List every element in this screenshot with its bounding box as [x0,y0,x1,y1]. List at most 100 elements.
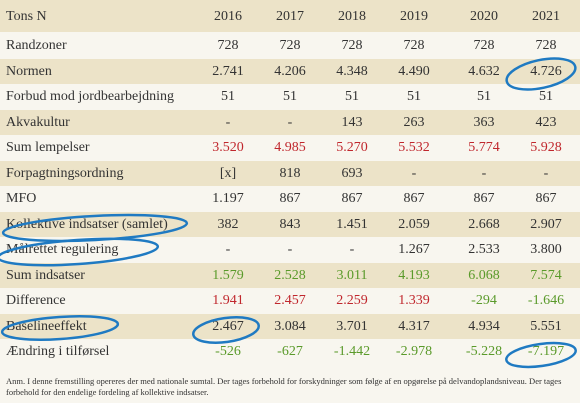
table-cell: 1.579 [212,267,244,283]
row-label: Kollektive indsatser (samlet) [6,216,168,232]
table-cell: 51 [477,89,491,104]
table-cell: 867 [473,191,495,206]
year-header: 2019 [400,9,428,24]
table-cell: -1.442 [333,344,371,359]
table-cell: -1.646 [527,293,565,308]
table-cell: - [349,242,355,257]
row-label: Forpagtningsordning [6,165,124,181]
unit-header: Tons N [6,9,47,24]
table-cell: 7.574 [530,267,562,283]
table-cell: 1.267 [398,242,430,257]
table-cell: 2.741 [212,63,244,79]
table-cell: - [411,165,417,181]
table-cell: 263 [403,114,425,130]
table-row [0,288,580,313]
table-cell: 4.490 [398,63,430,79]
table-cell: 3.701 [336,318,368,334]
table-cell: 3.011 [336,267,368,283]
table-cell: 3.520 [212,140,244,155]
table-cell: 4.348 [336,63,368,79]
table-cell: 4.726 [530,63,562,79]
table-cell: 5.270 [336,140,368,155]
table-cell: 843 [279,216,301,232]
table-cell: 423 [535,114,557,130]
table-cell: 4.206 [274,63,306,79]
row-label: Ændring i tilførsel [6,344,110,359]
table-cell: 1.451 [336,216,368,232]
table-cell: -7.197 [527,344,565,359]
row-label: Difference [6,293,66,308]
table-cell: 3.084 [274,318,306,334]
table-cell: - [287,242,293,257]
table-row [0,58,580,84]
table-cell: 382 [217,216,239,232]
table-row [0,33,580,58]
table-cell: - [481,165,487,181]
table-cell: 2.467 [212,318,244,334]
table-cell: 51 [283,89,297,104]
table-cell: - [225,242,231,257]
table-cell: 4.193 [398,267,430,283]
row-label: MFO [6,191,37,206]
table-cell: 5.551 [530,318,562,334]
table-cell: 2.668 [468,216,500,232]
table-cell: 1.941 [212,293,244,308]
table-cell: - [225,114,231,130]
table-cell: 728 [217,38,239,53]
year-header: 2017 [276,9,304,24]
table-row [0,135,580,160]
row-label: Sum lempelser [6,140,90,155]
table-cell: 728 [403,38,425,53]
row-label: Sum indsatser [6,267,85,283]
table-cell: - [287,114,293,130]
table-cell: 6.068 [468,267,500,283]
table-cell: -5.228 [465,344,503,359]
table-cell: 363 [473,114,495,130]
table-cell: 728 [341,38,363,53]
table-cell: 51 [539,89,553,104]
row-label: Akvakultur [6,114,70,130]
table-cell: 728 [535,38,557,53]
table-cell: -294 [471,293,497,308]
year-header: 2016 [214,9,242,24]
row-label: Randzoner [6,38,67,53]
row-label: Forbud mod jordbearbejdning [6,89,174,104]
table-cell: 51 [221,89,235,104]
table-row [0,84,580,109]
table-cell: 5.928 [530,140,562,155]
table-header [0,0,580,32]
year-header: 2018 [338,9,366,24]
table-cell: 2.533 [468,242,500,257]
year-header: 2020 [470,9,498,24]
table-cell: 143 [341,114,363,130]
table-cell: - [543,165,549,181]
table-cell: 5.774 [468,140,500,155]
table-cell: 4.317 [398,318,430,334]
table-row [0,160,580,186]
table-cell: -627 [277,344,303,359]
table-cell: 728 [473,38,495,53]
table-cell: -2.978 [395,344,433,359]
table-cell: [x] [219,165,237,181]
table-cell: 867 [341,191,363,206]
row-label: Baselineeffekt [6,318,87,334]
year-header: 2021 [532,9,560,24]
row-label: Normen [6,63,52,79]
table-cell: 867 [535,191,557,206]
table-cell: -526 [215,344,241,359]
table-cell: 1.339 [398,293,430,308]
table-cell: 2.059 [398,216,430,232]
table-cell: 2.457 [274,293,306,308]
table-row [0,339,580,364]
table-cell: 5.532 [398,140,430,155]
table-cell: 2.528 [274,267,306,283]
table-cell: 818 [279,165,301,181]
table-cell: 51 [407,89,421,104]
footnote: Anm. I denne fremstilling opereres der m… [6,376,562,397]
table-cell: 728 [279,38,301,53]
row-label: Målrettet regulering [6,242,119,257]
table-cell: 867 [279,191,301,206]
table-cell: 693 [341,165,363,181]
table-cell: 4.985 [274,140,306,155]
